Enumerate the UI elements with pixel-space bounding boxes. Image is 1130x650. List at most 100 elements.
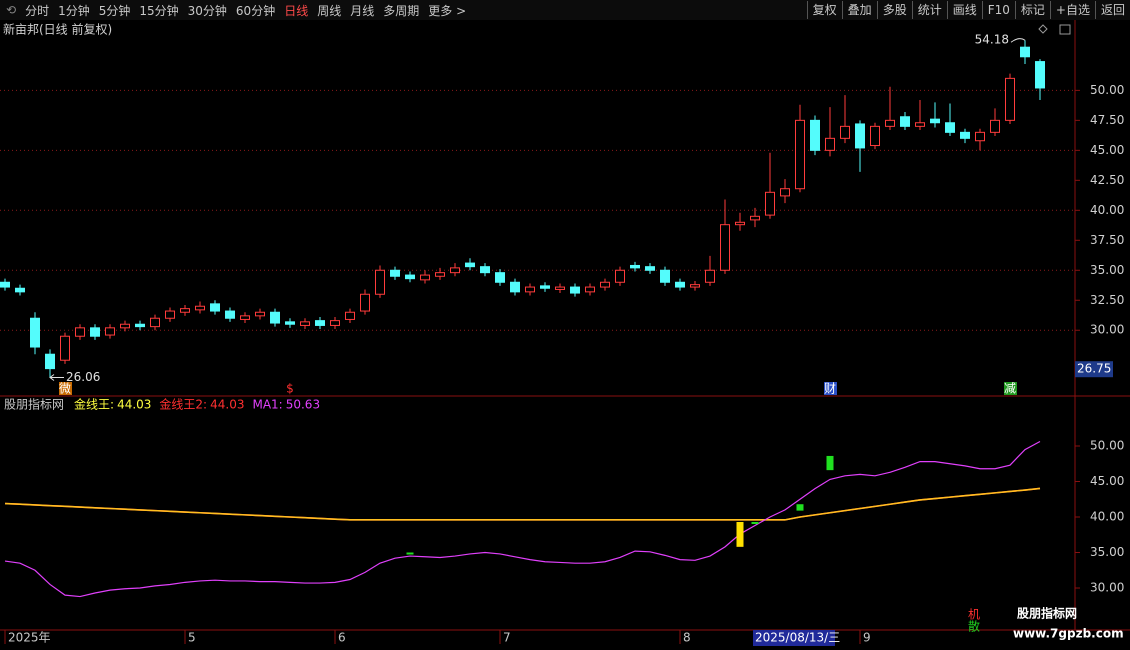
x-tick-label: 5 [188, 631, 196, 645]
candle-body [990, 119, 1000, 133]
event-label: 微 [59, 382, 71, 396]
y-tick-label: 37.50 [1090, 233, 1124, 247]
period-tab[interactable]: 更多 > [428, 3, 467, 18]
event-label: 财 [824, 382, 836, 396]
y-tick-label: 50.00 [1090, 83, 1124, 97]
candle-body [585, 286, 595, 293]
candle-body [750, 215, 760, 221]
candle-body [435, 272, 445, 277]
candle-body [780, 188, 790, 197]
candle-body [480, 266, 490, 274]
legend-value: 44.03 [117, 398, 151, 412]
legend-name: MA1: [252, 398, 282, 412]
candle-body [840, 125, 850, 139]
tool-button[interactable]: 叠加 [841, 1, 877, 19]
candle-body [825, 137, 835, 151]
background [0, 20, 1130, 650]
candle-body [735, 221, 745, 226]
event-box [824, 382, 837, 395]
candle-body [555, 286, 565, 290]
candle-body [795, 119, 805, 190]
tool-button[interactable]: 统计 [911, 1, 947, 19]
signal-bar [406, 552, 414, 555]
candle-body [180, 308, 190, 313]
icon [1059, 24, 1071, 35]
candle-body [330, 320, 340, 326]
tool-button[interactable]: 返回 [1094, 1, 1130, 19]
candle-body [465, 262, 475, 268]
candle-body [135, 323, 145, 328]
indicator-title: 股朋指标网 [4, 397, 64, 412]
period-tab[interactable]: 多周期 [383, 3, 420, 18]
candle-body [315, 320, 325, 326]
candle-body [630, 264, 640, 269]
candle-body [15, 287, 25, 293]
candle-body [285, 321, 295, 325]
candle-body [915, 122, 925, 127]
tool-button[interactable]: +自选 [1049, 1, 1095, 19]
chart: 新亩邦(日线 前复权) 股朋指标网 30.00 32.50 35.00 37.50 40… [0, 20, 1130, 650]
period-tab[interactable]: 30分钟 [187, 3, 227, 18]
y-tick-label: 42.50 [1090, 173, 1124, 187]
watermark-title: 股朋指标网 [1017, 606, 1077, 621]
candle-body [765, 191, 775, 216]
candle-body [90, 327, 100, 337]
icon [1038, 24, 1048, 34]
period-tab[interactable]: 日线 [284, 3, 309, 18]
tool-button[interactable]: 画线 [946, 1, 982, 19]
candle-body [570, 286, 580, 294]
tool-button[interactable]: 标记 [1014, 1, 1050, 19]
x-tick-label: 7 [503, 631, 511, 645]
candle-body [510, 281, 520, 293]
candle-body [120, 323, 130, 329]
period-tab[interactable]: 1分钟 [58, 3, 90, 18]
candle-body [945, 122, 955, 133]
period-tab[interactable]: 5分钟 [98, 3, 131, 18]
candle-body [270, 311, 280, 324]
tool-button[interactable]: 复权 [806, 1, 842, 19]
low-pointer [49, 374, 64, 381]
candle-body [855, 123, 865, 149]
watermark-tag: 机 [968, 608, 980, 622]
candle-body [165, 310, 175, 319]
candle-body [150, 317, 160, 328]
candle-body [885, 119, 895, 127]
y-tick-label: 32.50 [1090, 293, 1124, 307]
x-tick-label: 8 [683, 631, 691, 645]
candle-body [210, 303, 220, 312]
tool-button[interactable]: F10 [981, 1, 1015, 19]
candle-body [870, 125, 880, 147]
candle-body [810, 119, 820, 151]
period-tab[interactable]: 15分钟 [139, 3, 179, 18]
y-tick-label: 45.00 [1090, 474, 1124, 488]
y-tick-label: 30.00 [1090, 581, 1124, 595]
y-tick-label: 40.00 [1090, 203, 1124, 217]
candle-body [975, 131, 985, 142]
candle-body [660, 269, 670, 283]
tool-buttons: 复权 叠加 多股 统计 画线 F10 标记 +自选 返回 [806, 0, 1130, 20]
candle-body [255, 311, 265, 317]
cursor-price-box [1075, 361, 1113, 378]
period-tab[interactable]: 60分钟 [235, 3, 276, 18]
candle-body [60, 335, 70, 361]
y-tick-label: 40.00 [1090, 510, 1124, 524]
candle-body [960, 131, 970, 139]
tool-button[interactable]: 多股 [876, 1, 912, 19]
candle-body [75, 327, 85, 337]
event-label: 减 [1004, 382, 1016, 396]
period-tab[interactable]: 月线 [350, 3, 375, 18]
candle-body [195, 305, 205, 311]
candle-body [720, 224, 730, 271]
period-tab[interactable]: 分时 [25, 3, 50, 18]
y-tick-label: 30.00 [1090, 323, 1124, 337]
candle-body [345, 311, 355, 320]
candle-body [360, 293, 370, 312]
event-box [1004, 382, 1017, 395]
y-tick-label: 50.00 [1090, 439, 1124, 453]
period-tab[interactable]: 周线 [317, 3, 342, 18]
cursor-price: 26.75 [1077, 362, 1111, 376]
candle-body [1005, 77, 1015, 121]
event-box [284, 382, 297, 395]
x-tick-label: 9 [863, 631, 871, 645]
toolbar: ⟲ 分时 1分钟 5分钟 15分钟 30分钟 60分钟 日线 周线 月线 多周期 更多 > 复权 叠加多… [0, 0, 1130, 21]
